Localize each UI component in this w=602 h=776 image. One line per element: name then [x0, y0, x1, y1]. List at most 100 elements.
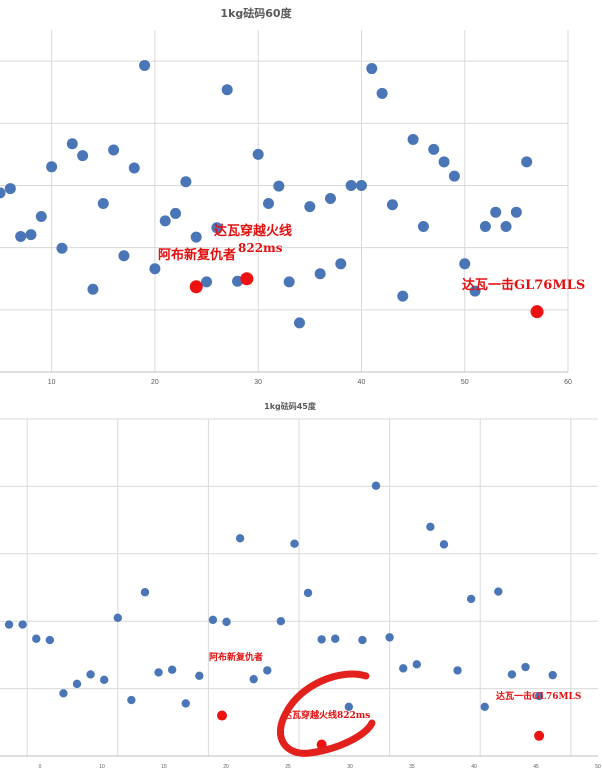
- x-tick-label: 40: [471, 764, 477, 770]
- data-point: [15, 230, 27, 242]
- chart2-grid: [0, 418, 598, 757]
- data-point: [181, 699, 190, 708]
- data-point: [87, 283, 99, 295]
- data-point: [490, 206, 502, 218]
- x-tick-label: 15: [161, 764, 167, 770]
- data-point: [426, 522, 435, 532]
- data-point: [500, 220, 512, 232]
- highlight-point-da-wa-cf: [240, 272, 254, 286]
- x-tick-label: 20: [151, 379, 159, 386]
- data-point: [276, 617, 286, 626]
- data-point: [149, 263, 161, 275]
- data-point: [222, 617, 231, 627]
- data-point: [235, 534, 245, 543]
- data-point: [469, 285, 481, 297]
- data-point: [344, 702, 354, 711]
- data-point: [0, 187, 6, 199]
- data-point: [355, 179, 367, 191]
- data-point: [293, 317, 305, 329]
- data-point: [398, 664, 408, 673]
- data-point: [507, 670, 517, 679]
- data-point: [201, 276, 213, 288]
- data-point: [407, 133, 419, 145]
- data-point: [303, 588, 313, 598]
- data-point: [371, 481, 381, 490]
- highlight-label-da-wa-gl76: 达瓦一击GL76MLS: [496, 690, 581, 702]
- highlight-sublabel-822ms: 822ms: [238, 241, 283, 255]
- data-point: [113, 613, 122, 623]
- data-point: [211, 222, 223, 234]
- data-point: [108, 144, 120, 156]
- data-point: [97, 197, 109, 209]
- data-point: [459, 258, 471, 270]
- chart1-grid: [0, 30, 569, 373]
- data-point: [154, 668, 163, 677]
- data-point: [534, 691, 544, 701]
- data-point: [314, 268, 326, 280]
- data-point: [56, 242, 68, 254]
- data-point: [77, 150, 89, 162]
- data-point: [232, 275, 244, 287]
- x-tick-label: 50: [461, 379, 469, 386]
- data-point: [140, 588, 150, 597]
- data-point: [128, 162, 140, 174]
- x-tick-label: 60: [564, 379, 572, 386]
- data-point: [221, 84, 233, 96]
- data-point: [376, 87, 388, 99]
- chart-45-degree: 1kg砝码45度 0 10 15 20 25 30 35 40 45 50 阿布新复仇者 达瓦穿越…: [0, 401, 601, 770]
- highlight-label-da-wa-cf: 达瓦穿越火线: [214, 223, 292, 239]
- data-point: [263, 197, 275, 209]
- data-point: [46, 161, 58, 173]
- data-point: [170, 207, 182, 219]
- data-point: [45, 635, 55, 645]
- data-point: [32, 634, 41, 643]
- data-point: [480, 702, 489, 711]
- highlight-label-da-wa-gl76: 达瓦一击GL76MLS: [462, 277, 585, 293]
- x-tick-label: 10: [48, 379, 56, 386]
- chart1-points: [0, 59, 533, 329]
- data-point: [438, 156, 450, 168]
- data-point: [548, 670, 557, 680]
- highlight-label-da-wa-cf: 达瓦穿越火线822ms: [283, 709, 370, 721]
- chart1-x-ticks: 10 20 30 40 50 60: [48, 379, 572, 386]
- data-point: [428, 143, 440, 155]
- highlight-point-da-wa-gl76: [530, 305, 544, 319]
- data-point: [99, 675, 109, 685]
- highlight-point-a-bu: [216, 710, 227, 721]
- x-tick-label: 30: [347, 764, 353, 770]
- x-tick-label: 40: [358, 379, 366, 386]
- data-point: [317, 635, 326, 644]
- x-tick-label: 10: [99, 764, 105, 770]
- data-point: [167, 665, 177, 674]
- data-point: [249, 674, 258, 684]
- data-point: [86, 670, 95, 679]
- data-point: [252, 148, 264, 160]
- x-tick-label: 30: [254, 379, 262, 386]
- data-point: [4, 183, 16, 195]
- x-tick-label: 25: [285, 764, 291, 770]
- chart2-title: 1kg砝码45度: [264, 401, 317, 411]
- data-point: [335, 258, 347, 270]
- data-point: [139, 59, 151, 71]
- x-tick-label: 35: [409, 764, 415, 770]
- data-point: [283, 276, 295, 288]
- chart2-highlights: 阿布新复仇者 达瓦穿越火线822ms 达瓦一击GL76MLS: [209, 651, 581, 750]
- data-point: [127, 695, 136, 705]
- data-point: [448, 170, 460, 182]
- x-tick-label: 45: [533, 764, 539, 770]
- data-point: [494, 587, 503, 596]
- data-point: [25, 229, 37, 241]
- data-point: [366, 63, 378, 75]
- data-point: [479, 220, 491, 232]
- data-point: [66, 138, 78, 150]
- data-point: [118, 250, 130, 262]
- x-tick-label: 50: [595, 764, 601, 770]
- chart2-x-ticks: 0 10 15 20 25 30 35 40 45 50: [39, 764, 601, 770]
- highlight-label-a-bu: 阿布新复仇者: [209, 651, 263, 663]
- highlight-point-da-wa-gl76: [534, 730, 545, 741]
- highlight-point-a-bu: [189, 280, 203, 294]
- red-ink-circle-annotation: [277, 670, 376, 757]
- data-point: [18, 620, 27, 629]
- data-point: [159, 215, 171, 227]
- data-point: [273, 180, 285, 192]
